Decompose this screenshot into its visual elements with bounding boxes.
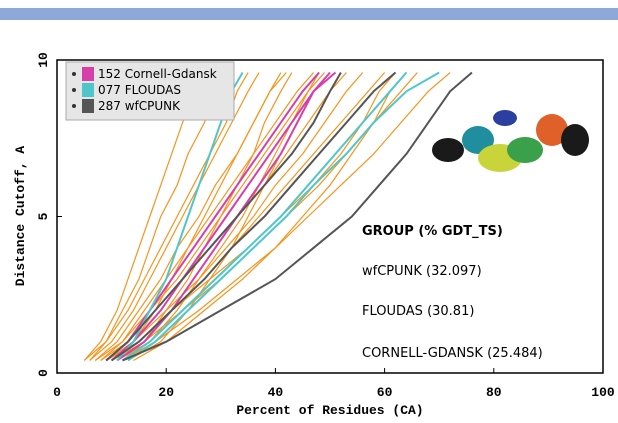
legend-swatch xyxy=(82,99,94,113)
series-line xyxy=(105,71,320,362)
series-line xyxy=(116,72,320,362)
legend-swatch xyxy=(82,83,94,97)
y-tick-label: 5 xyxy=(36,212,51,220)
legend-bullet xyxy=(72,72,76,76)
series-line xyxy=(121,71,408,362)
series-line xyxy=(89,72,260,361)
protein-image xyxy=(432,110,589,172)
series-line xyxy=(122,72,451,362)
series-line xyxy=(122,71,473,362)
legend-bullet xyxy=(72,104,76,108)
series-line xyxy=(133,72,407,362)
x-tick-label: 0 xyxy=(53,385,61,400)
x-axis-label: Percent of Residues (CA) xyxy=(236,403,423,418)
y-tick-label: 10 xyxy=(36,52,51,68)
series-line xyxy=(105,72,342,362)
legend-swatch xyxy=(82,67,94,81)
annotation: FLOUDAS (30.81) xyxy=(362,304,474,319)
legend-label: 152 Cornell-Gdansk xyxy=(98,67,217,81)
series-line xyxy=(127,71,440,362)
series-line xyxy=(94,72,287,361)
annotation: wfCPUNK (32.097) xyxy=(362,264,482,279)
series-line xyxy=(111,71,397,362)
series-line xyxy=(110,71,337,362)
x-tick-label: 80 xyxy=(486,385,502,400)
y-tick-label: 0 xyxy=(36,369,51,377)
series-line xyxy=(122,72,293,361)
annotation: CORNELL-GDANSK (25.484) xyxy=(362,346,543,361)
x-tick-label: 60 xyxy=(377,385,393,400)
legend-bullet xyxy=(72,88,76,92)
x-tick-label: 100 xyxy=(591,385,615,400)
annotation: GROUP (% GDT_TS) xyxy=(362,224,503,239)
series-line xyxy=(94,72,315,361)
series-line xyxy=(105,72,364,361)
legend-label: 287 wfCPUNK xyxy=(98,99,181,113)
x-tick-label: 40 xyxy=(268,385,284,400)
x-tick-label: 20 xyxy=(158,385,174,400)
header-bar xyxy=(0,8,618,20)
y-axis-label: Distance Cutoff, A xyxy=(13,146,28,287)
legend-label: 077 FLOUDAS xyxy=(98,83,181,97)
